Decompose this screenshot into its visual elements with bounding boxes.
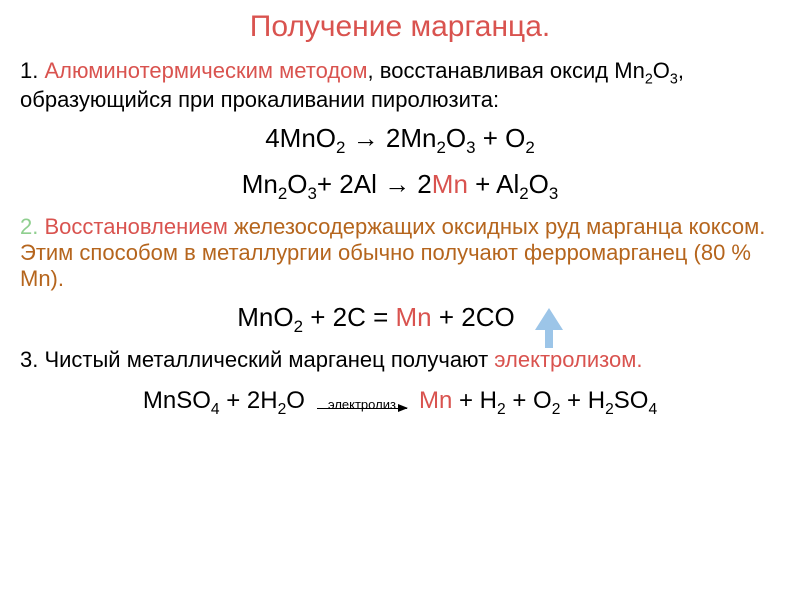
arrow-label: электролиз [328,397,396,412]
method3-heading: 3. Чистый металлический марганец получаю… [20,347,780,373]
mn-product: Mn [419,387,452,414]
method1-num: 1. [20,58,38,83]
mn-product: Mn [432,169,468,199]
electrolysis-arrow-icon: электролиз [317,397,407,409]
method1-heading: 1. Алюминотермическим методом, восстанав… [20,58,780,113]
equation-4: MnSO4 + 2H2O электролиз Mn + H2 + O2 + H… [20,387,780,419]
equation-1: 4MnO2 → 2Mn2O3 + O2 [20,123,780,158]
page-title: Получение марганца. [20,10,780,44]
mn-product: Mn [396,302,432,332]
method3-name: электролизом. [494,347,642,372]
method3-desc: Чистый металлический марганец получают [44,347,494,372]
equation-3-row: MnO2 + 2C = Mn + 2CO [20,302,780,337]
equation-3: MnO2 + 2C = Mn + 2CO [237,302,514,337]
gas-arrow-icon [535,308,563,330]
method3-num: 3. [20,347,44,372]
method2-heading: 2. Восстановлением железосодержащих окси… [20,214,780,292]
method1-name: Алюминотермическим методом [44,58,367,83]
method2-num: 2. [20,214,38,239]
method2-name: Восстановлением [44,214,227,239]
equation-2: Mn2O3+ 2Al → 2Mn + Al2O3 [20,169,780,204]
